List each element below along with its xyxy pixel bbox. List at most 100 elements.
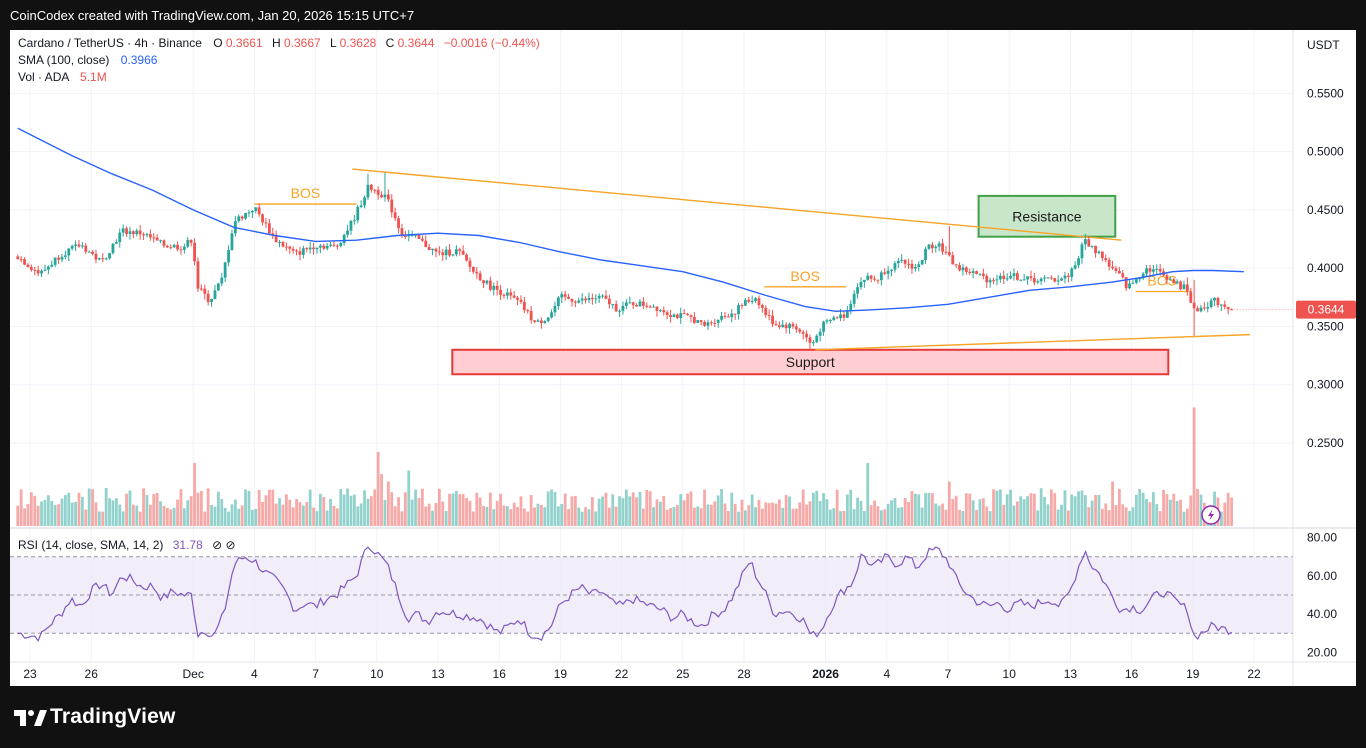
candle-body	[274, 234, 278, 243]
candle-body	[380, 194, 383, 198]
candle-body	[278, 242, 281, 244]
volume-bar	[349, 495, 353, 526]
rsi-line[interactable]	[17, 546, 1233, 643]
volume-bar	[723, 503, 727, 526]
volume-bar	[1012, 505, 1016, 526]
volume-bar	[1196, 488, 1199, 526]
candle-body	[1138, 278, 1142, 280]
candle-body	[108, 253, 111, 259]
candle-body	[77, 244, 81, 247]
candle-body	[597, 295, 601, 299]
candle-body	[539, 320, 543, 324]
volume-bar	[798, 502, 802, 526]
volume-bar	[390, 492, 394, 526]
time-tick-label: 16	[493, 667, 507, 681]
candle-body	[1090, 245, 1094, 247]
candle-body	[87, 251, 91, 253]
volume-bar	[77, 492, 81, 526]
volume-bar	[148, 504, 152, 526]
rsi-legend-value: 31.78	[173, 538, 203, 552]
candle-body	[998, 275, 1002, 280]
volume-bar	[811, 492, 815, 526]
candle-body	[903, 259, 907, 264]
candle-body	[482, 280, 485, 284]
currency-label[interactable]: USDT	[1307, 38, 1340, 52]
lightning-icon[interactable]	[1201, 505, 1221, 525]
candle-body	[958, 265, 961, 271]
time-axis[interactable]: 23 26 Dec 4 7 10 13 16 19 22 25 28 2026 4 7 10 13 16 19 22	[23, 667, 1261, 681]
ohlc-close-key: C	[386, 36, 395, 50]
price-tick-label: 0.2500	[1307, 436, 1344, 450]
volume-bar	[1192, 407, 1196, 526]
candle-body	[189, 239, 193, 243]
volume-bar	[1179, 499, 1182, 526]
rsi-legend-label[interactable]: RSI (14, close, SMA, 14, 2)	[18, 538, 163, 552]
resistance-zone[interactable]	[977, 194, 1117, 238]
volume-bar	[590, 497, 594, 526]
volume-bar	[63, 495, 67, 526]
volume-legend-label[interactable]: Vol · ADA	[18, 70, 69, 84]
candle-body	[118, 232, 122, 243]
volume-bar	[743, 510, 747, 526]
chart-frame[interactable]: Resistance Support BOS BOS BOS	[10, 30, 1356, 686]
volume-bar	[675, 505, 679, 526]
candle-body	[924, 248, 927, 260]
candle-body	[920, 259, 924, 265]
tradingview-logo-icon[interactable]	[12, 704, 48, 732]
candle-body	[1219, 304, 1223, 306]
candle-body	[414, 234, 417, 236]
trendlines	[352, 168, 1250, 351]
candle-body	[1066, 275, 1070, 277]
volume-bar	[628, 496, 632, 526]
volume-bar	[332, 505, 336, 526]
volume-bar	[108, 498, 111, 526]
candle-body	[505, 292, 509, 296]
candle-body	[267, 223, 271, 234]
candle-body	[264, 222, 268, 224]
volume-bar	[274, 503, 278, 526]
symbol-title[interactable]: Cardano / TetherUS · 4h · Binance	[18, 36, 202, 50]
volume-bar	[570, 496, 574, 526]
volume-bar	[726, 511, 730, 526]
upper-trendline[interactable]	[352, 168, 1122, 241]
candle-body	[832, 317, 836, 320]
price-axis[interactable]: 0.5500 0.5000 0.4500 0.4000 0.3500 0.3000 0.25…	[1307, 86, 1344, 450]
lower-trendline[interactable]	[815, 333, 1250, 351]
candle-body	[944, 251, 948, 253]
candle-body	[155, 237, 159, 241]
candle-body	[1070, 268, 1074, 277]
candle-body	[910, 263, 914, 269]
volume-bar	[339, 488, 343, 526]
candle-body	[723, 315, 727, 317]
time-tick-label: 2026	[812, 667, 839, 681]
volume-bar	[760, 508, 764, 526]
volume-bar	[927, 493, 931, 526]
candle-body	[703, 321, 706, 326]
candle-body	[386, 194, 390, 200]
volume-bar	[784, 495, 788, 526]
candle-body	[794, 326, 798, 330]
volume-bar	[495, 500, 499, 526]
volume-bar	[145, 495, 149, 526]
volume-bar	[414, 489, 417, 526]
volume-bar	[104, 488, 108, 526]
candle-body	[546, 317, 550, 322]
sma-line[interactable]	[17, 127, 1244, 313]
volume-bar	[172, 507, 176, 526]
candle-body	[580, 298, 584, 301]
volume-bar	[230, 504, 234, 526]
volume-bar	[839, 511, 842, 526]
candle-body	[937, 243, 941, 247]
candle-body	[104, 258, 108, 260]
candle-body	[315, 247, 319, 250]
candle-body	[985, 275, 989, 283]
candle-body	[1124, 277, 1128, 289]
rsi-axis[interactable]: 80.00 60.00 40.00 20.00	[1307, 531, 1337, 660]
sma-legend-label[interactable]: SMA (100, close)	[18, 53, 109, 67]
candle-body	[529, 310, 533, 321]
candle-body	[271, 233, 275, 235]
tradingview-brand[interactable]: TradingView	[50, 705, 176, 728]
volume-bar	[774, 503, 778, 526]
price-chart[interactable]: Resistance Support BOS BOS BOS	[10, 30, 1356, 686]
candle-body	[696, 320, 700, 323]
